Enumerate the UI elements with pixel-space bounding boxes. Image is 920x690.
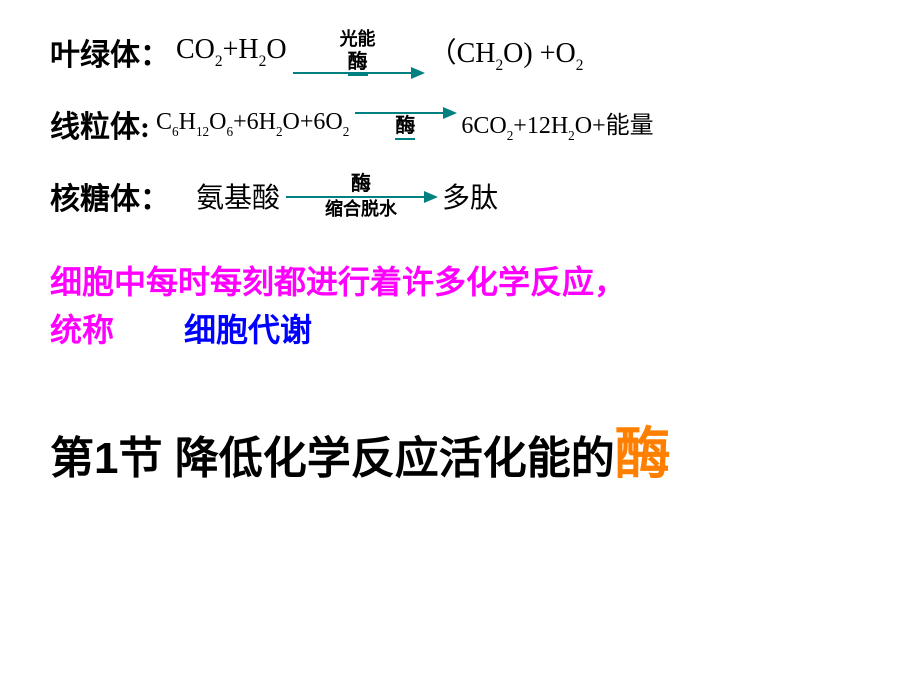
arrow-line-1 xyxy=(355,112,455,114)
arrow-bottom-2: 缩合脱水 xyxy=(325,200,397,218)
title-enzyme: 酶 xyxy=(615,422,671,485)
equation-mitochondria: 线粒体: C6H12O6+6H2O+6O2 酶 6CO2+12H2O+能量 xyxy=(50,102,870,146)
label-mitochondria: 线粒体: xyxy=(50,102,150,146)
equation-chloroplast: 叶绿体： CO2+H2O 光能 酶 （CH2O) +O2 xyxy=(50,30,870,74)
title-prefix: 第1节 降低化学反应活化能的 xyxy=(50,434,615,483)
formula-right-2: 多肽 xyxy=(442,176,498,216)
arrow-line-0 xyxy=(293,72,423,74)
formula-right-1: 6CO2+12H2O+能量 xyxy=(461,105,653,143)
formula-left-0: CO2+H2O xyxy=(176,34,287,70)
label-ribosome: 核糖体： xyxy=(50,174,170,218)
arrow-bottom-1: 酶 xyxy=(395,116,415,136)
statement-block: 细胞中每时每刻都进行着许多化学反应， 统称 细胞代谢 xyxy=(50,258,870,354)
arrow-1: 酶 xyxy=(355,112,455,136)
label-chloroplast: 叶绿体： xyxy=(50,30,170,74)
statement-answer: 细胞代谢 xyxy=(184,306,312,354)
formula-right-0: （CH2O) +O2 xyxy=(429,31,584,74)
arrow-top-0: 光能 xyxy=(340,30,376,48)
formula-left-2: 氨基酸 xyxy=(196,176,280,216)
statement-line1: 细胞中每时每刻都进行着许多化学反应， xyxy=(50,258,870,306)
arrow-0: 光能 酶 xyxy=(293,30,423,74)
statement-line2: 统称 细胞代谢 xyxy=(50,306,870,354)
arrow-line-2 xyxy=(286,196,436,198)
arrow-mid-0: 酶 xyxy=(348,52,368,72)
statement-prefix: 统称 xyxy=(50,306,114,354)
formula-left-1: C6H12O6+6H2O+6O2 xyxy=(156,109,349,139)
arrow-2: 酶 缩合脱水 xyxy=(286,174,436,218)
equation-ribosome: 核糖体： 氨基酸 酶 缩合脱水 多肽 xyxy=(50,174,870,218)
arrow-top-2: 酶 xyxy=(351,174,371,194)
section-title: 第1节 降低化学反应活化能的酶 xyxy=(50,409,870,490)
